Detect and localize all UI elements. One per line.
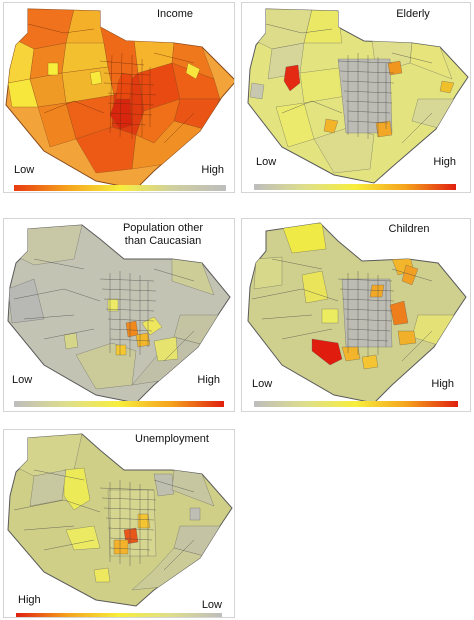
non-caucasian-legend-high-label: High [197,374,220,386]
unemployment-legend-low-label: Low [201,599,222,611]
income-legend-color-ramp [14,185,226,191]
income-panel-title: Income [120,8,230,21]
elderly-legend-color-ramp [254,184,456,190]
children-panel-title: Children [354,223,464,236]
non-caucasian-map-panel: Population other than Caucasian Low High [3,218,235,412]
elderly-title-line-1: Elderly [396,8,430,20]
non-caucasian-legend-color-ramp [14,401,224,407]
children-map-panel: Children Low High [241,218,471,412]
children-legend-high-label: High [431,378,454,390]
elderly-panel-title: Elderly [358,8,468,21]
income-choropleth-map [5,8,234,190]
unemployment-title-line-1: Unemployment [135,433,209,445]
income-map-panel: Income Low High [3,2,235,193]
unemployment-legend-high-label: High [18,594,41,606]
income-title-line-1: Income [156,8,194,20]
unemployment-panel-title: Unemployment [114,433,230,446]
elderly-map-panel: Elderly Low High [241,2,471,193]
non-caucasian-title-line-2: than Caucasian [124,235,202,247]
non-caucasian-title-line-1: Population other [122,222,204,234]
children-legend-color-ramp [254,401,458,407]
elderly-legend-high-label: High [433,156,456,168]
non-caucasian-legend-low-label: Low [12,374,33,386]
non-caucasian-panel-title: Population other than Caucasian [100,222,226,248]
children-choropleth-map [247,222,467,404]
elderly-legend-low-label: Low [256,156,277,168]
children-legend-low-label: Low [252,378,273,390]
unemployment-choropleth-map [7,433,233,607]
income-legend-low-label: Low [14,164,35,176]
unemployment-legend-color-ramp [16,613,222,617]
unemployment-map-panel: Unemployment High Low [3,429,235,618]
income-legend-high-label: High [201,164,224,176]
elderly-choropleth-map [247,8,469,184]
non-caucasian-choropleth-map [7,224,231,404]
children-title-line-1: Children [388,223,430,235]
